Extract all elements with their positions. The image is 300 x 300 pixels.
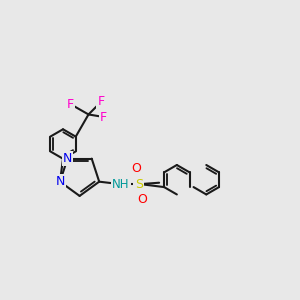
- Text: O: O: [137, 193, 147, 206]
- Text: F: F: [98, 95, 105, 108]
- Text: F: F: [100, 110, 107, 124]
- Text: F: F: [67, 98, 74, 111]
- Text: O: O: [131, 162, 141, 176]
- Text: N: N: [63, 152, 72, 165]
- Text: NH: NH: [112, 178, 130, 191]
- Text: N: N: [55, 175, 65, 188]
- Text: S: S: [135, 178, 143, 191]
